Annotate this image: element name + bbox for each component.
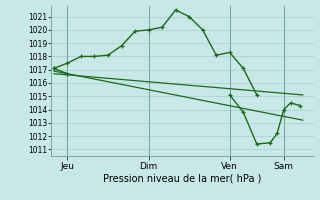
X-axis label: Pression niveau de la mer( hPa ): Pression niveau de la mer( hPa ) [103, 173, 261, 183]
